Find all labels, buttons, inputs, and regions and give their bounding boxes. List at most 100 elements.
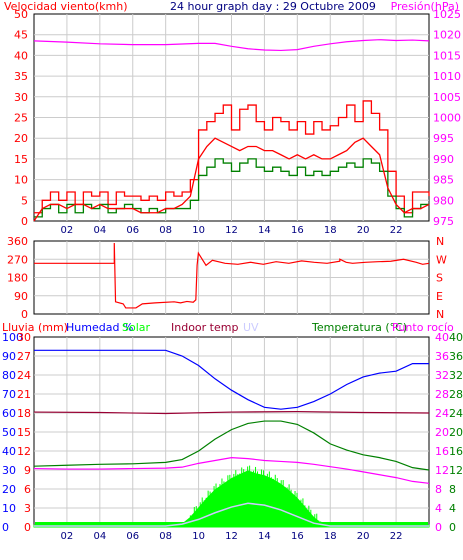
pressure-tick-label: 975 bbox=[433, 215, 454, 228]
rain-tick-label: 9 bbox=[24, 464, 31, 477]
compass-tick-label: W bbox=[436, 253, 447, 266]
avg_wind-line bbox=[34, 158, 429, 218]
wind-direction-series bbox=[34, 243, 430, 309]
x-tick-label: 16 bbox=[291, 225, 304, 236]
humidity-tick-label: 100 bbox=[2, 331, 23, 344]
temperature-line bbox=[33, 420, 430, 471]
rain-tick-label: 30 bbox=[17, 331, 31, 344]
humidity-tick-label: 30 bbox=[2, 464, 16, 477]
dewpoint-tick-label: 8 bbox=[435, 483, 442, 496]
legend-rain: Lluvia (mm) bbox=[2, 321, 68, 334]
temperature-tick-label: 36 bbox=[449, 350, 463, 363]
rain-tick-label: 12 bbox=[17, 445, 31, 458]
pressure-tick-label: 1025 bbox=[433, 8, 461, 21]
x-tick-label: 14 bbox=[258, 225, 271, 236]
temperature-tick-label: 28 bbox=[449, 388, 463, 401]
wind-tick-label: 0 bbox=[21, 215, 28, 228]
wind-line bbox=[33, 137, 430, 222]
temperature-tick-label: 0 bbox=[449, 521, 456, 534]
wind-tick-label: 45 bbox=[14, 29, 28, 42]
legend-dewpoint: Punto rocío bbox=[392, 321, 454, 334]
x-tick-label: 22 bbox=[390, 531, 403, 542]
legend-solar: Solar bbox=[122, 321, 151, 334]
wind-tick-label: 5 bbox=[21, 194, 28, 207]
x-tick-label: 18 bbox=[324, 225, 337, 236]
dewpoint-line bbox=[33, 457, 430, 484]
x-tick-label: 10 bbox=[192, 225, 205, 236]
humidity-tick-label: 50 bbox=[2, 426, 16, 439]
dewpoint-tick-label: 12 bbox=[435, 464, 449, 477]
indoor-line bbox=[33, 410, 430, 415]
temperature-tick-label: 16 bbox=[449, 445, 463, 458]
dewpoint-tick-label: 16 bbox=[435, 445, 449, 458]
temperature-tick-label: 4 bbox=[449, 502, 456, 515]
rain-tick-label: 24 bbox=[17, 369, 31, 382]
temperature-tick-label: 24 bbox=[449, 407, 463, 420]
wind-tick-label: 20 bbox=[14, 132, 28, 145]
temperature-series bbox=[33, 349, 430, 528]
rain-tick-label: 6 bbox=[24, 483, 31, 496]
dewpoint-tick-label: 4 bbox=[435, 502, 442, 515]
x-tick-label: 06 bbox=[126, 225, 139, 236]
pressure-tick-label: 995 bbox=[433, 132, 454, 145]
pressure-tick-label: 990 bbox=[433, 153, 454, 166]
wind-tick-label: 15 bbox=[14, 153, 28, 166]
humidity-tick-label: 10 bbox=[2, 502, 16, 515]
pressure-line bbox=[33, 39, 430, 52]
dewpoint-tick-label: 28 bbox=[435, 388, 449, 401]
chart-title: 24 hour graph day : 29 Octubre 2009 bbox=[170, 0, 376, 13]
x-tick-label: 18 bbox=[324, 531, 337, 542]
temperature-tick-label: 8 bbox=[449, 483, 456, 496]
wind-tick-label: 25 bbox=[14, 112, 28, 125]
humidity-tick-label: 80 bbox=[2, 369, 16, 382]
direction-tick-label: 360 bbox=[7, 235, 28, 248]
compass-tick-label: N bbox=[436, 308, 444, 321]
dewpoint-tick-label: 32 bbox=[435, 369, 449, 382]
humidity-tick-label: 0 bbox=[2, 521, 9, 534]
pressure-tick-label: 985 bbox=[433, 174, 454, 187]
rain-tick-label: 27 bbox=[17, 350, 31, 363]
x-tick-label: 06 bbox=[126, 531, 139, 542]
direction-tick-label: 180 bbox=[7, 272, 28, 285]
temperature-legend: Lluvia (mm)Humedad %Solar Indoor temp UV Te… bbox=[2, 321, 454, 334]
x-tick-label: 16 bbox=[291, 531, 304, 542]
x-tick-label: 08 bbox=[159, 225, 172, 236]
compass-tick-label: N bbox=[436, 235, 444, 248]
x-tick-label: 04 bbox=[93, 531, 106, 542]
wind-panel-ticks: 0510152025303540455097598098599099510001… bbox=[14, 8, 461, 236]
dewpoint-tick-label: 24 bbox=[435, 407, 449, 420]
direction-panel-grid bbox=[34, 241, 429, 314]
pressure-tick-label: 1010 bbox=[433, 70, 461, 83]
temperature-tick-label: 20 bbox=[449, 426, 463, 439]
x-tick-label: 12 bbox=[225, 225, 238, 236]
pressure-tick-label: 1000 bbox=[433, 112, 461, 125]
temperature-tick-label: 32 bbox=[449, 369, 463, 382]
humidity-tick-label: 40 bbox=[2, 445, 16, 458]
x-tick-label: 20 bbox=[357, 531, 370, 542]
temperature-tick-label: 12 bbox=[449, 464, 463, 477]
x-tick-label: 22 bbox=[390, 225, 403, 236]
wind-pressure-series bbox=[33, 39, 430, 222]
humidity-tick-label: 20 bbox=[2, 483, 16, 496]
rain-tick-label: 0 bbox=[24, 521, 31, 534]
legend-temperature: Temperatura (°C) bbox=[311, 321, 407, 334]
x-tick-label: 08 bbox=[159, 531, 172, 542]
humidity-tick-label: 60 bbox=[2, 407, 16, 420]
gust-line bbox=[34, 100, 430, 214]
direction-tick-label: 0 bbox=[21, 308, 28, 321]
direction-tick-label: 270 bbox=[7, 253, 28, 266]
x-tick-label: 02 bbox=[61, 531, 74, 542]
x-tick-label: 12 bbox=[225, 531, 238, 542]
rain-tick-label: 21 bbox=[17, 388, 31, 401]
dewpoint-tick-label: 40 bbox=[435, 331, 449, 344]
legend-indoor: Indoor temp bbox=[171, 321, 238, 334]
legend-uv: UV bbox=[243, 321, 259, 334]
humidity-tick-label: 70 bbox=[2, 388, 16, 401]
direction-line bbox=[34, 243, 430, 309]
x-tick-label: 04 bbox=[93, 225, 106, 236]
dewpoint-tick-label: 20 bbox=[435, 426, 449, 439]
uv-line bbox=[34, 502, 429, 527]
